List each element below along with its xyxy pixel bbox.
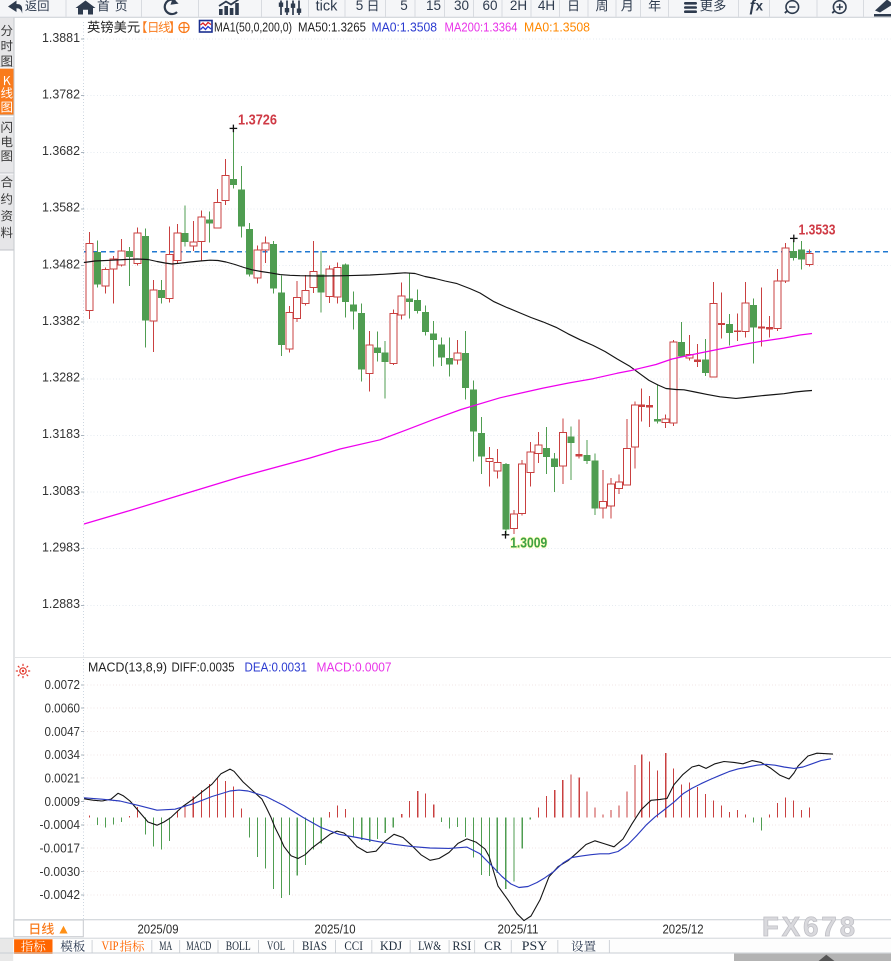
svg-text:5: 5 <box>400 0 408 13</box>
svg-text:15: 15 <box>426 0 441 13</box>
svg-text:2H: 2H <box>510 0 527 13</box>
svg-text:2025/10: 2025/10 <box>315 922 356 936</box>
svg-text:BOLL: BOLL <box>226 939 251 953</box>
svg-text:MACD: MACD <box>186 939 211 953</box>
svg-text:MACD(13,8,9): MACD(13,8,9) <box>88 661 167 675</box>
svg-text:ƒ: ƒ <box>748 0 757 15</box>
svg-text:0.0047: 0.0047 <box>45 725 81 739</box>
svg-text:DEA:0.0031: DEA:0.0031 <box>245 661 308 675</box>
svg-text:BIAS: BIAS <box>302 939 327 953</box>
svg-text:PSY: PSY <box>522 939 548 953</box>
svg-text:1.2883: 1.2883 <box>42 596 80 611</box>
svg-text:1.3183: 1.3183 <box>42 426 80 441</box>
svg-text:30: 30 <box>454 0 469 13</box>
svg-text:1.2983: 1.2983 <box>42 539 80 554</box>
svg-text:1.3382: 1.3382 <box>42 313 80 328</box>
svg-text:KDJ: KDJ <box>380 939 402 953</box>
svg-text:1.3726: 1.3726 <box>238 113 277 129</box>
svg-text:MA0:1.3508: MA0:1.3508 <box>524 21 590 35</box>
svg-text:1.3782: 1.3782 <box>42 87 80 102</box>
svg-text:VOL: VOL <box>267 939 285 953</box>
svg-text:1.3083: 1.3083 <box>42 483 80 498</box>
svg-text:1.3533: 1.3533 <box>799 223 836 239</box>
svg-text:-0.0004: -0.0004 <box>40 818 81 832</box>
svg-text:1.3582: 1.3582 <box>42 200 80 215</box>
svg-text:MA0:1.3508: MA0:1.3508 <box>372 21 438 35</box>
svg-text:1.3282: 1.3282 <box>42 370 80 385</box>
svg-text:MA50:1.3265: MA50:1.3265 <box>298 21 366 35</box>
svg-text:MA200:1.3364: MA200:1.3364 <box>445 21 518 35</box>
svg-text:LW&: LW& <box>418 939 441 953</box>
svg-text:0.0021: 0.0021 <box>45 771 81 785</box>
svg-text:DIFF:0.0035: DIFF:0.0035 <box>172 661 235 675</box>
svg-text:VIP: VIP <box>102 939 119 953</box>
svg-text:x: x <box>756 0 764 14</box>
svg-text:MACD:0.0007: MACD:0.0007 <box>317 661 392 675</box>
svg-text:tick: tick <box>316 0 339 14</box>
svg-text:2025/12: 2025/12 <box>663 922 704 936</box>
svg-text:1.3009: 1.3009 <box>510 536 547 552</box>
svg-text:1.3881: 1.3881 <box>42 30 80 45</box>
svg-text:2025/09: 2025/09 <box>138 922 179 936</box>
svg-text:0.0072: 0.0072 <box>45 678 81 692</box>
svg-text:-0.0017: -0.0017 <box>40 841 81 855</box>
svg-text:60: 60 <box>482 0 497 13</box>
svg-text:4H: 4H <box>538 0 555 13</box>
svg-text:0.0009: 0.0009 <box>45 795 81 809</box>
svg-text:CCI: CCI <box>344 939 363 953</box>
svg-text:5: 5 <box>356 0 364 13</box>
svg-text:MA1(50,0,200,0): MA1(50,0,200,0) <box>214 21 292 35</box>
svg-text:2025/11: 2025/11 <box>498 922 539 936</box>
svg-text:RSI: RSI <box>452 939 471 953</box>
svg-text:CR: CR <box>484 939 502 953</box>
svg-text:0.0034: 0.0034 <box>45 748 81 762</box>
svg-text:1.3482: 1.3482 <box>42 256 80 271</box>
svg-text:MA: MA <box>159 939 172 953</box>
svg-text:-0.0030: -0.0030 <box>40 865 81 879</box>
svg-text:FX678: FX678 <box>762 911 858 942</box>
svg-text:0.0060: 0.0060 <box>45 701 81 715</box>
svg-text:-0.0042: -0.0042 <box>40 888 81 902</box>
svg-text:1.3682: 1.3682 <box>42 143 80 158</box>
